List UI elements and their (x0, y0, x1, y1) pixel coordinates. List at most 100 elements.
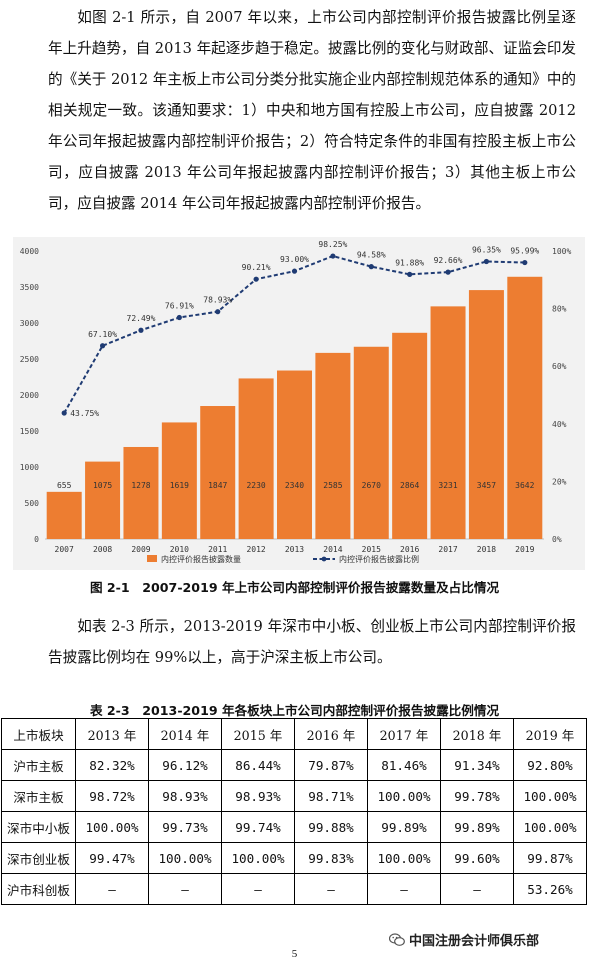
bar-value-label: 3642 (515, 481, 534, 490)
chart-figure: 0 500 1000 1500 2000 2500 3000 3500 4000 0% 20% 40%… (13, 237, 585, 570)
y-right-tick-label: 100% (552, 247, 571, 256)
ratio-value-label: 95.99% (510, 247, 539, 256)
ratio-value-label: 98.25% (318, 240, 347, 249)
ratio-point (445, 269, 451, 275)
y-left-tick-label: 2500 (20, 355, 39, 364)
y-left-tick-label: 3500 (20, 283, 39, 292)
y-left-tick-label: 0 (34, 535, 39, 544)
table-cell: 99.89% (367, 811, 441, 843)
table-header-cell: 2018 年 (440, 718, 514, 750)
table-cell: 79.87% (294, 749, 368, 781)
bar-value-label: 2340 (285, 481, 304, 490)
y-left-tick-label: 3000 (20, 319, 39, 328)
ratio-value-label: 93.00% (280, 255, 309, 264)
bar-value-label: 2585 (323, 481, 342, 490)
table-cell: 99.87% (513, 842, 587, 874)
bar-value-label: 2230 (246, 481, 265, 490)
ratio-value-label: 67.10% (88, 330, 117, 339)
bar (238, 378, 274, 539)
table-cell: 99.88% (294, 811, 368, 843)
bar-line-chart: 0 500 1000 1500 2000 2500 3000 3500 4000 0% 20% 40%… (20, 240, 572, 564)
table-cell: 92.80% (513, 749, 587, 781)
bar (200, 406, 236, 539)
table-cell: 99.74% (221, 811, 295, 843)
table-cell: – (75, 873, 149, 905)
bar-value-label: 2670 (362, 481, 381, 490)
y-right-tick-label: 0% (552, 535, 562, 544)
table-cell: 86.44% (221, 749, 295, 781)
wechat-icon (389, 933, 405, 946)
y-left-tick-label: 1000 (20, 463, 39, 472)
x-tick-label: 2018 (477, 545, 496, 554)
table-header-cell: 2015 年 (221, 718, 295, 750)
ratio-point (483, 258, 490, 265)
ratio-point (522, 259, 528, 266)
ratio-point (138, 327, 144, 333)
legend-swatch-marker (321, 556, 327, 562)
table-header-cell: 2017 年 (367, 718, 441, 750)
table-cell: 99.78% (440, 780, 514, 812)
x-tick-label: 2015 (362, 545, 381, 554)
table-cell: 81.46% (367, 749, 441, 781)
table-cell: – (440, 873, 514, 905)
y-left-tick-label: 1500 (20, 427, 39, 436)
table-row: 深市创业板 99.47% 100.00% 100.00% 99.83% 100.00% 99… (1, 842, 587, 874)
y-left-tick-label: 500 (25, 499, 40, 508)
bar (315, 352, 351, 539)
table-row-label: 深市主板 (1, 780, 76, 812)
legend-swatch-bar (147, 555, 157, 562)
table-row: 深市主板 98.72% 98.93% 98.93% 98.71% 100.00% 99.78… (1, 780, 587, 812)
bar (277, 370, 312, 539)
bar (123, 446, 159, 539)
x-tick-label: 2009 (131, 545, 150, 554)
table-cell: 100.00% (221, 842, 295, 874)
y-right-tick-label: 80% (552, 305, 567, 314)
bar-value-label: 1075 (93, 481, 112, 490)
bar-value-label: 2864 (400, 481, 419, 490)
table-cell: 98.93% (221, 780, 295, 812)
table-header-cell: 2016 年 (294, 718, 368, 750)
ratio-value-label: 90.21% (242, 263, 271, 272)
table-cell: 100.00% (75, 811, 149, 843)
ratio-value-label: 72.49% (127, 314, 156, 323)
ratio-point (407, 271, 413, 277)
ratio-value-label: 43.75% (70, 409, 99, 418)
x-tick-label: 2017 (438, 545, 457, 554)
table-header-cell: 2019 年 (513, 718, 587, 750)
table-cell: 98.93% (148, 780, 222, 812)
x-tick-label: 2011 (208, 545, 227, 554)
table-cell: 82.32% (75, 749, 149, 781)
bar-value-label: 3231 (438, 481, 457, 490)
table-cell: 98.72% (75, 780, 149, 812)
x-tick-label: 2008 (93, 545, 112, 554)
table-row: 深市中小板 100.00% 99.73% 99.74% 99.88% 99.89% 99.8… (1, 811, 587, 843)
table-cell: 99.89% (440, 811, 514, 843)
body-paragraph-2: 如表 2-3 所示，2013-2019 年深市中小板、创业板上市公司内部控制评价… (48, 618, 576, 666)
table-cell: 100.00% (367, 780, 441, 812)
x-tick-label: 2013 (285, 545, 304, 554)
ratio-value-label: 76.91% (165, 301, 194, 310)
footer-account-name: 中国注册会计师俱乐部 (409, 934, 540, 949)
bar (392, 332, 428, 539)
bar (353, 346, 389, 539)
ratio-value-label: 91.88% (395, 258, 424, 267)
table-cell: 100.00% (148, 842, 222, 874)
x-tick-label: 2012 (246, 545, 265, 554)
ratio-point (291, 268, 298, 274)
legend-label-line: 内控评价报告披露比例 (339, 554, 419, 564)
bar (85, 461, 121, 539)
table-header-cell: 2014 年 (148, 718, 222, 750)
table-caption: 表 2-3 2013-2019 年各板块上市公司内部控制评价报告披露比例情况 (89, 703, 500, 718)
body-paragraph-1: 如图 2-1 所示，自 2007 年以来，上市公司内部控制评价报告披露比例呈逐年… (48, 9, 577, 212)
table-cell: – (294, 873, 368, 905)
x-tick-label: 2007 (55, 545, 74, 554)
table-row: 沪市主板 82.32% 96.12% 86.44% 79.87% 81.46% 91.34%… (1, 749, 587, 781)
y-left-tick-label: 2000 (20, 391, 39, 400)
table-cell: 98.71% (294, 780, 368, 812)
table-cell: 96.12% (148, 749, 222, 781)
table-cell: 100.00% (513, 811, 587, 843)
ratio-point (368, 264, 374, 270)
bar (46, 491, 82, 539)
table-cell: – (221, 873, 295, 905)
bar (468, 290, 504, 539)
